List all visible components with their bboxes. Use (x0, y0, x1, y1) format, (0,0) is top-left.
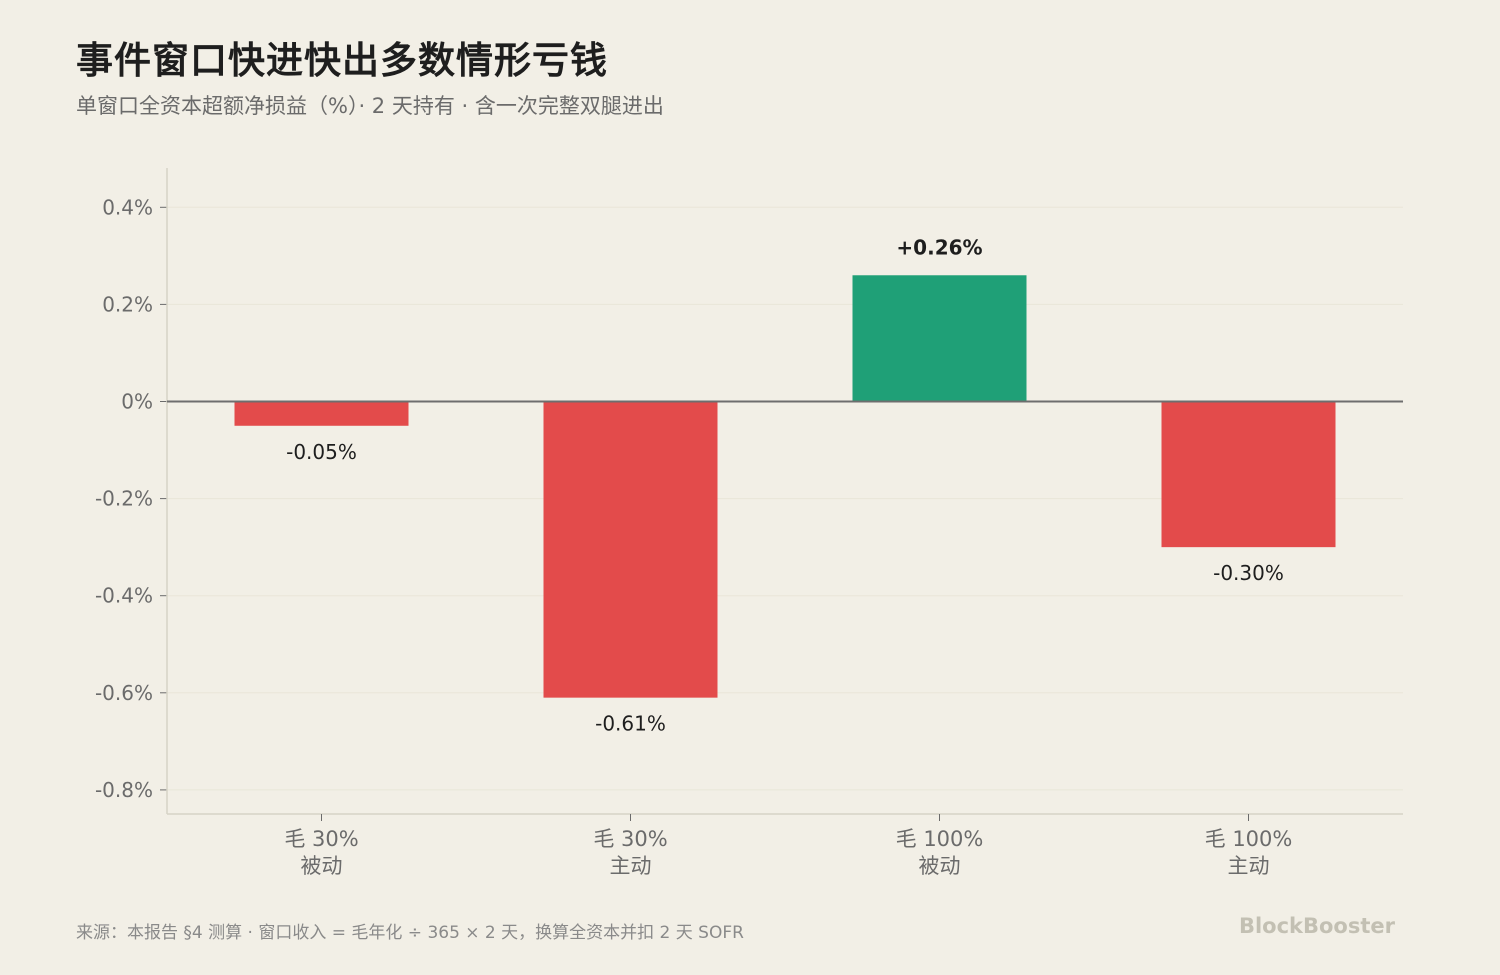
x-tick-label: 被动 (301, 854, 343, 878)
x-tick-label: 主动 (1228, 854, 1270, 878)
y-tick-label: 0.2% (102, 292, 153, 316)
bar (852, 275, 1027, 402)
x-tick-label: 毛 100% (1205, 827, 1293, 851)
x-tick-label: 主动 (610, 854, 652, 878)
data-label: -0.05% (286, 440, 357, 464)
x-tick-label: 毛 30% (284, 827, 358, 851)
y-tick-label: -0.4% (95, 584, 153, 608)
x-tick-label: 被动 (919, 854, 961, 878)
data-label: -0.30% (1213, 561, 1284, 585)
y-tick-label: -0.6% (95, 681, 153, 705)
data-label: -0.61% (595, 712, 666, 736)
y-tick-label: -0.8% (95, 778, 153, 802)
data-label: +0.26% (896, 235, 982, 259)
bar (234, 401, 409, 426)
chart-subtitle: 单窗口全资本超额净损益（%）· 2 天持有 · 含一次完整双腿进出 (76, 94, 664, 118)
bar (543, 401, 718, 698)
y-tick-label: 0.4% (102, 195, 153, 219)
bar (1161, 401, 1336, 548)
y-tick-label: 0% (121, 390, 153, 414)
brand-logo: BlockBooster (1238, 914, 1395, 938)
source-note: 来源：本报告 §4 测算 · 窗口收入 = 毛年化 ÷ 365 × 2 天，换算… (76, 923, 744, 943)
x-tick-label: 毛 30% (593, 827, 667, 851)
chart-title: 事件窗口快进快出多数情形亏钱 (76, 39, 608, 82)
y-tick-label: -0.2% (95, 487, 153, 511)
x-tick-label: 毛 100% (896, 827, 984, 851)
